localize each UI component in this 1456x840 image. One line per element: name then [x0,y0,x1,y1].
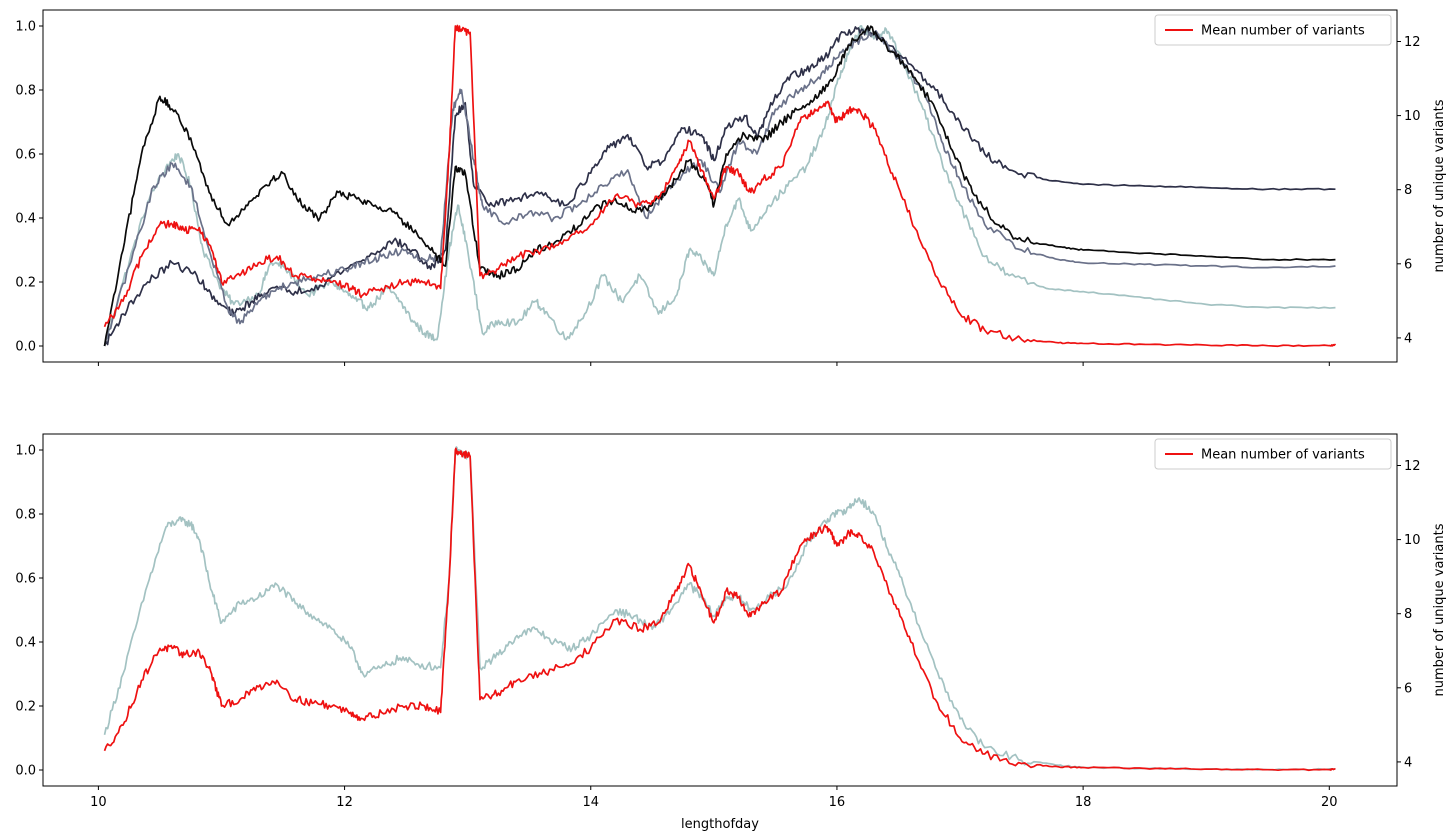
y-right-tick-label: 8 [1404,183,1412,198]
plot-frame [42,433,1398,787]
y-tick-label: 0.8 [15,508,36,523]
x-tick-label: 20 [1321,795,1338,810]
y-tick-label: 0.6 [15,572,36,587]
legend-box [1154,438,1392,470]
y-right-tick-label: 6 [1404,681,1412,696]
y-right-tick-label: 12 [1404,459,1421,474]
series-line-variant-c [103,30,1336,347]
y-right-tick-label: 10 [1404,533,1421,548]
plot-frame [42,9,1398,363]
y-right-axis-title: number of unique variants [1432,99,1447,272]
y-tick-label: 1.0 [15,444,36,459]
series-line-variant-a [103,446,1336,771]
legend-label: Mean number of variants [1201,24,1365,39]
x-tick-label: 12 [336,795,353,810]
y-tick-label: 0.2 [15,276,36,291]
y-tick-label: 0.2 [15,700,36,715]
y-right-axis-title: number of unique variants [1432,523,1447,696]
chart-panel-2: 0.0 0.2 0.4 0.6 0.8 1.0 4 6 8 10 12 number of uniqu… [15,433,1447,832]
y-right-tick-label: 4 [1404,755,1412,770]
legend-box [1154,14,1392,46]
y-tick-label: 1.0 [15,20,36,35]
x-tick-label: 14 [582,795,599,810]
legend-label: Mean number of variants [1201,448,1365,463]
y-tick-label: 0.0 [15,340,36,355]
series-line-mean-number-of-variants [103,447,1336,772]
y-tick-label: 0.8 [15,84,36,99]
y-tick-label: 0.0 [15,764,36,779]
series-line-variant-b [103,26,1336,347]
y-right-tick-label: 12 [1404,35,1421,50]
x-tick-label: 18 [1075,795,1092,810]
x-axis-title: lengthofday [681,817,759,832]
y-right-tick-label: 8 [1404,607,1412,622]
y-tick-label: 0.4 [15,212,36,227]
y-tick-label: 0.4 [15,636,36,651]
series-line-mean-number-of-variants [103,24,1337,348]
y-tick-label: 0.6 [15,148,36,163]
series-line-variant-a [103,25,1336,347]
x-tick-label: 10 [90,795,107,810]
chart-panel-1: 0.0 0.2 0.4 0.6 0.8 1.0 4 6 8 10 12 number of uniqu… [15,9,1447,366]
y-right-tick-label: 6 [1404,257,1412,272]
y-right-tick-label: 4 [1404,331,1412,346]
legend: Mean number of variants [1154,438,1392,470]
legend: Mean number of variants [1154,14,1392,46]
y-right-tick-label: 10 [1404,109,1421,124]
x-tick-label: 16 [829,795,846,810]
series-line-variant-d [103,25,1336,347]
